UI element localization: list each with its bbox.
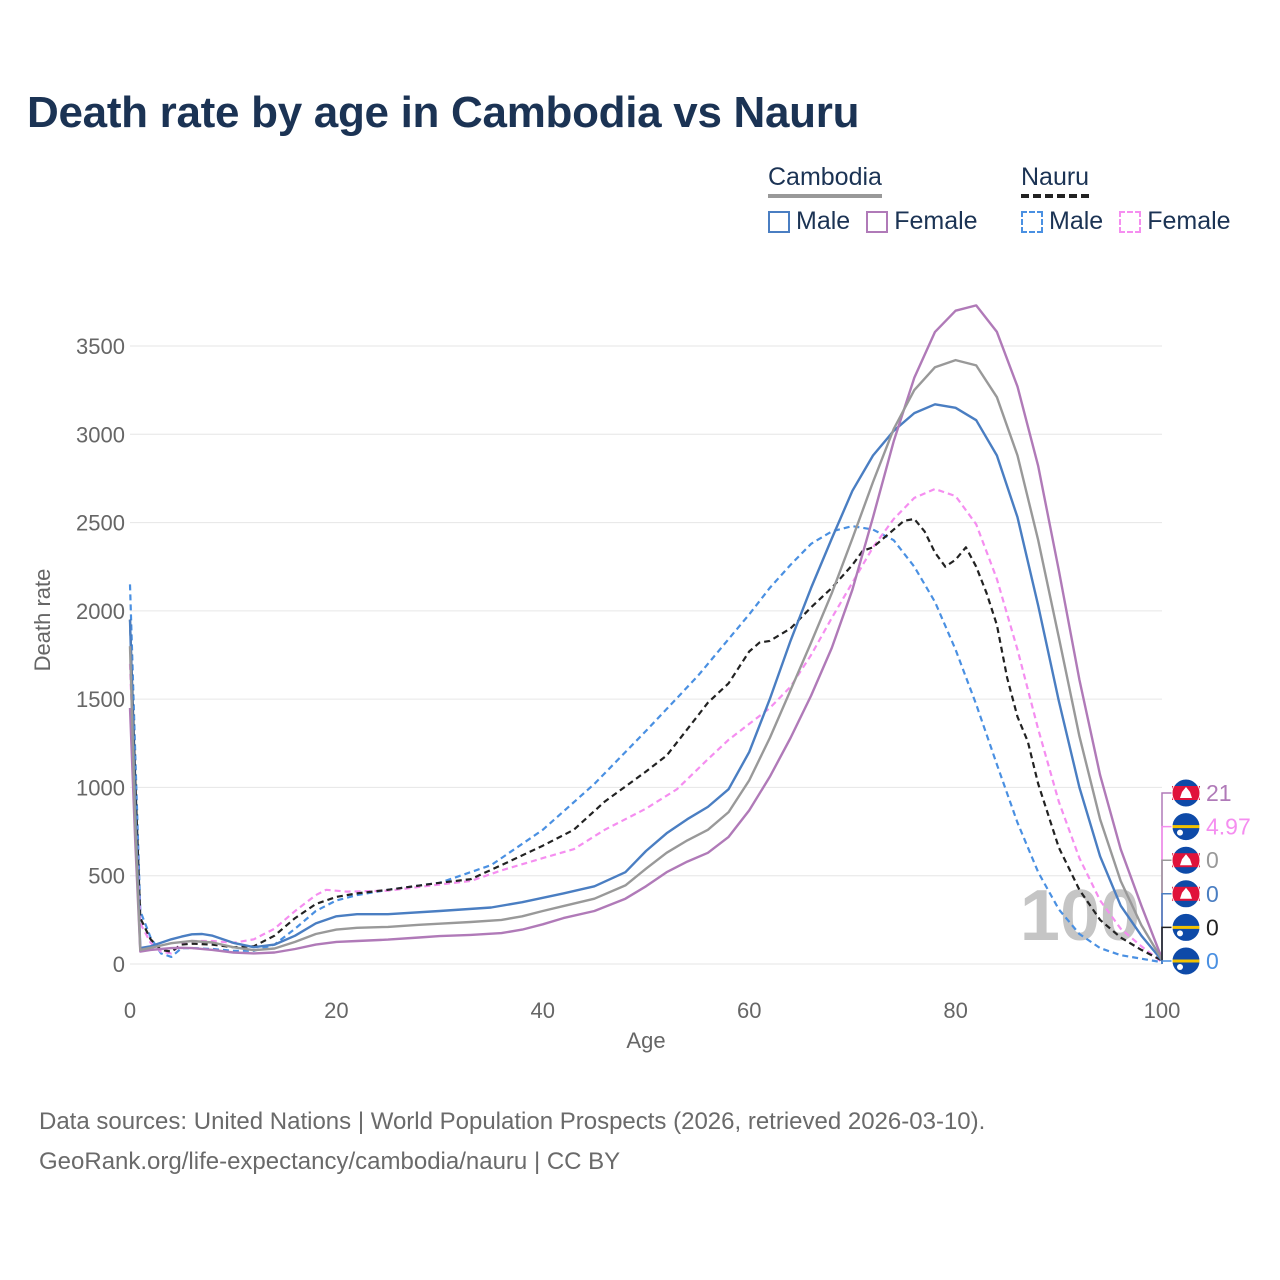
legend-cambodia-male-swatch[interactable] xyxy=(768,210,790,233)
nauru-flag-icon xyxy=(1171,946,1201,976)
end-label-value: 0 xyxy=(1206,914,1219,940)
flag-yellow-stripe xyxy=(1172,825,1200,829)
chart-title: Death rate by age in Cambodia vs Nauru xyxy=(27,88,860,137)
temple-icon xyxy=(1180,887,1192,899)
nauru-flag-icon xyxy=(1171,912,1201,942)
star-icon xyxy=(1177,930,1183,937)
cambodia-flag-icon xyxy=(1171,845,1201,875)
x-axis-label: Age xyxy=(626,1028,665,1053)
y-tick-label: 3000 xyxy=(76,422,125,447)
series-line-nauru-total xyxy=(128,517,1163,962)
series-line-nauru-male xyxy=(128,525,1163,964)
flag-yellow-stripe xyxy=(1172,925,1200,929)
nauru-flag-icon xyxy=(1171,812,1201,842)
legend-cambodia-title: Cambodia xyxy=(768,163,882,198)
legend-nauru-male-swatch[interactable] xyxy=(1021,210,1043,233)
x-tick-label: 60 xyxy=(737,998,761,1023)
y-tick-label: 3500 xyxy=(76,334,125,359)
legend-nauru-male-label[interactable]: Male xyxy=(1049,207,1104,235)
end-label-leader xyxy=(1161,792,1172,964)
series-line-cambodia-male xyxy=(128,403,1163,962)
grid xyxy=(130,345,1162,965)
end-label-leader xyxy=(1161,960,1172,964)
flag-outline xyxy=(1171,812,1201,842)
star-icon xyxy=(1177,964,1183,970)
x-tick-label: 0 xyxy=(124,998,136,1023)
flag-yellow-stripe xyxy=(1172,959,1200,963)
legend-cambodia-male-label[interactable]: Male xyxy=(796,207,851,235)
end-label-value: 0 xyxy=(1206,948,1219,974)
end-label-value: 21 xyxy=(1206,780,1232,806)
flag-outline xyxy=(1171,845,1201,875)
y-tick-label: 1000 xyxy=(76,775,125,800)
series-lines xyxy=(128,304,1164,964)
cambodia-flag-icon xyxy=(1171,879,1201,909)
end-labels: 21 4.97 0 0 0 0 xyxy=(1161,778,1251,976)
series-line-cambodia-total xyxy=(128,358,1164,961)
y-tick-label: 0 xyxy=(113,952,125,977)
end-label-leader xyxy=(1161,825,1172,964)
x-tick-label: 40 xyxy=(531,998,555,1023)
legend-nauru: Nauru Male Female xyxy=(1021,163,1231,235)
end-label-leader xyxy=(1161,926,1172,964)
legend-cambodia-female-swatch[interactable] xyxy=(866,210,889,233)
legend-nauru-title: Nauru xyxy=(1021,163,1090,198)
x-tick-label: 20 xyxy=(324,998,348,1023)
legend-nauru-female-label[interactable]: Female xyxy=(1147,207,1231,235)
flag-outline xyxy=(1171,778,1201,808)
year-watermark: 100 xyxy=(1020,876,1140,956)
y-tick-label: 500 xyxy=(88,864,125,889)
star-icon xyxy=(1177,829,1183,836)
end-label-value: 4.97 xyxy=(1206,814,1251,840)
end-label-leader xyxy=(1161,859,1172,964)
flag-outline xyxy=(1171,879,1201,909)
x-tick-label: 100 xyxy=(1144,998,1181,1023)
flag-outline xyxy=(1171,912,1201,942)
axes: 0 500 1000 1500 2000 2500 3000 3500 0 20 40 60 80 100… xyxy=(30,334,1180,1053)
end-label-leader xyxy=(1161,893,1172,964)
y-tick-label: 2000 xyxy=(76,599,125,624)
end-label-value: 0 xyxy=(1206,847,1219,873)
temple-icon xyxy=(1180,787,1192,798)
temple-icon xyxy=(1180,854,1192,866)
y-axis-label: Death rate xyxy=(30,569,55,672)
legend-nauru-female-swatch[interactable] xyxy=(1119,210,1142,233)
y-tick-label: 1500 xyxy=(76,687,125,712)
cambodia-flag-icon xyxy=(1171,778,1201,808)
source-line-1: Data sources: United Nations | World Pop… xyxy=(39,1108,986,1135)
x-tick-label: 80 xyxy=(943,998,967,1023)
end-label-value: 0 xyxy=(1206,881,1219,907)
legend-cambodia-female-label[interactable]: Female xyxy=(894,207,978,235)
series-line-cambodia-female xyxy=(128,304,1164,960)
legend-cambodia: Cambodia Male Female xyxy=(768,163,978,235)
flag-outline xyxy=(1171,946,1201,976)
source-line-2[interactable]: GeoRank.org/life-expectancy/cambodia/nau… xyxy=(39,1148,621,1175)
series-line-nauru-female xyxy=(128,487,1163,964)
y-tick-label: 2500 xyxy=(76,511,125,536)
